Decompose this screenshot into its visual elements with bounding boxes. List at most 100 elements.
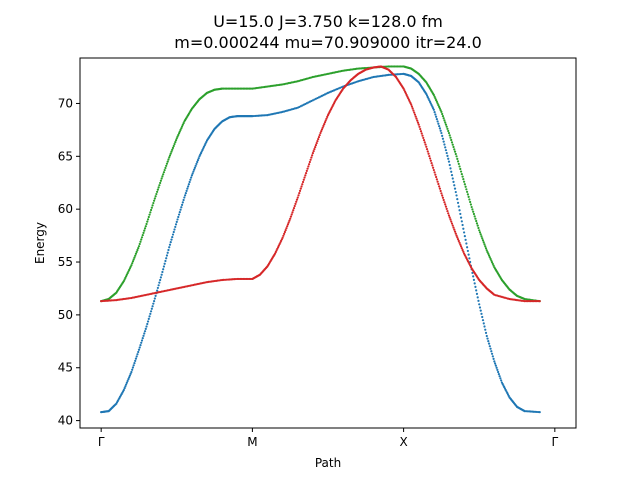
data-point [148,213,151,216]
data-point [174,141,177,144]
data-point [153,297,156,300]
data-point [453,230,457,233]
data-point [154,195,157,198]
data-point [486,337,489,340]
data-point [414,115,417,118]
data-point [245,277,248,281]
data-point [421,134,424,137]
y-tick-label: 50 [58,308,73,322]
data-point [447,212,450,215]
chart-title-line2: m=0.000244 mu=70.909000 itr=24.0 [174,33,482,52]
data-point [196,160,199,164]
data-point [243,87,246,90]
data-point [472,210,475,213]
data-point [145,325,148,328]
data-point [448,134,451,137]
data-point [301,180,305,184]
data-point [156,286,159,290]
data-point [523,300,526,303]
data-point [467,195,470,199]
data-point [489,347,492,350]
data-point [432,93,435,97]
data-point [189,178,192,181]
data-point [531,300,534,303]
data-point [315,142,318,145]
data-point [453,184,456,187]
data-point [171,146,175,149]
data-point [487,254,491,257]
data-point [447,160,451,163]
data-point [164,259,167,263]
data-point [157,284,160,287]
data-point [477,299,480,302]
data-point [444,123,448,126]
data-point [136,353,139,356]
data-point [480,235,483,238]
data-point [134,254,137,257]
data-point [169,241,172,244]
data-point [478,303,481,306]
data-point [449,136,452,139]
data-point [222,87,225,90]
data-point [292,209,295,212]
data-point [141,233,144,237]
data-point [487,340,490,343]
data-point [130,370,133,374]
plot-points [100,65,541,414]
data-point [399,65,402,68]
data-point [125,381,128,384]
data-point [159,276,162,279]
data-point [148,315,151,318]
data-point [497,370,500,374]
data-point [181,201,184,204]
data-point [482,322,485,325]
y-tick-label: 60 [58,202,73,216]
data-point [131,260,135,263]
data-point [480,312,483,315]
data-point [468,198,471,201]
data-point [420,132,423,135]
data-point [143,330,147,333]
data-point [450,138,453,142]
data-point [460,172,463,176]
data-point [393,65,396,68]
data-point [450,174,454,177]
data-point [485,334,488,338]
data-point [180,125,184,128]
data-point [168,154,172,157]
data-point [444,121,447,124]
data-point [142,231,145,234]
data-point [128,376,131,379]
data-point [451,177,454,180]
data-point [410,103,413,106]
y-tick-label: 40 [58,414,73,428]
data-point [182,198,185,202]
data-point [455,194,458,197]
data-point [450,222,454,225]
data-point [181,123,184,126]
data-point [394,65,398,68]
data-point [179,208,182,211]
data-point [441,196,445,199]
data-point [476,296,479,299]
data-point [293,204,296,208]
data-point [425,148,429,151]
data-point [179,128,182,131]
data-point [450,141,454,144]
data-point [478,306,482,309]
data-point [143,229,146,232]
data-point [465,242,468,245]
data-point [287,221,290,224]
data-point [447,157,450,160]
data-point [500,379,503,382]
data-point [432,166,435,169]
data-point [122,388,125,392]
data-point [495,366,498,369]
data-point [437,182,440,186]
data-point [426,150,429,153]
data-point [142,334,145,337]
data-point [449,167,452,170]
data-point [419,127,422,131]
data-point [165,257,168,260]
data-point [138,242,141,246]
